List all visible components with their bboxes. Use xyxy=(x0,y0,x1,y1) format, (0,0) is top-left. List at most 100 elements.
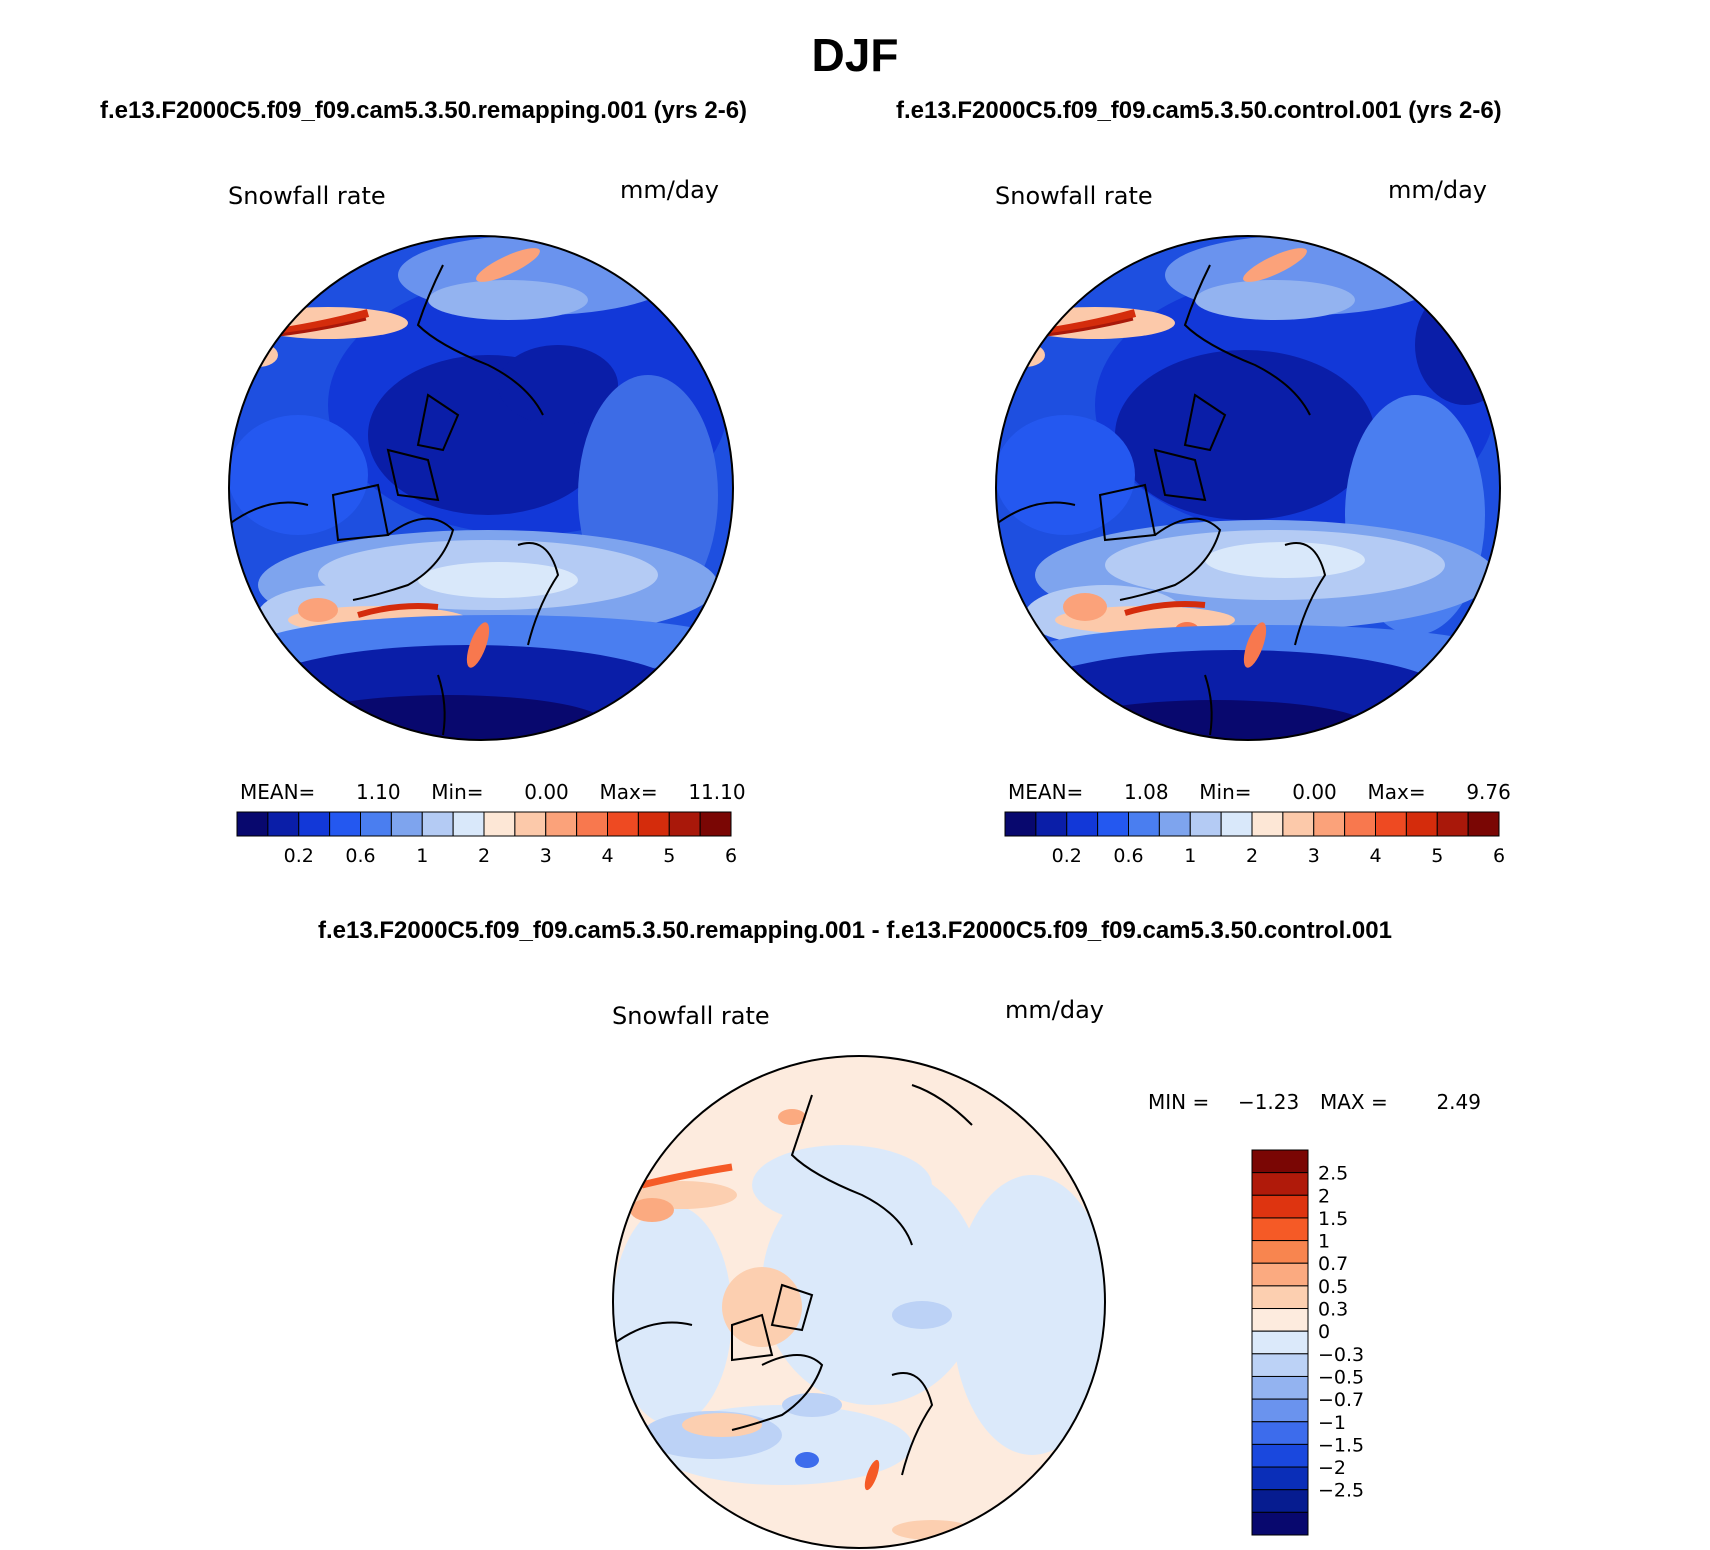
diff-colorbar-color-box xyxy=(1251,1285,1309,1310)
panel-right-colorbar-tick-label: 1 xyxy=(1184,845,1196,867)
panel-left-colorbar-color-box xyxy=(545,811,578,837)
panel-right-colorbar-color-box xyxy=(1436,811,1469,837)
diff-colorbar-tick-label: −2.5 xyxy=(1318,1480,1364,1502)
mean-label: MEAN= xyxy=(240,780,316,804)
panel-right-colorbar-tick-label: 2 xyxy=(1246,845,1258,867)
diff-colorbar-color-box xyxy=(1251,1330,1309,1355)
max-value: 9.76 xyxy=(1466,780,1511,804)
panel-left-colorbar-color-box xyxy=(421,811,454,837)
min-value: 0.00 xyxy=(524,780,569,804)
panel-left-colorbar-color-box xyxy=(329,811,362,837)
diff-colorbar-color-box xyxy=(1251,1308,1309,1332)
diff-colorbar-tick-label: −1.5 xyxy=(1318,1434,1364,1456)
diff-colorbar-color-box xyxy=(1251,1466,1309,1491)
panel-right-colorbar-color-box xyxy=(1097,811,1130,837)
diff-colorbar-color-box xyxy=(1251,1353,1309,1377)
diff-colorbar-tick-label: 2 xyxy=(1318,1185,1330,1207)
diff-colorbar-color-box xyxy=(1251,1421,1309,1445)
panel-left-colorbar-tick-label: 5 xyxy=(663,845,675,867)
panel-right-colorbar-tick-label: 6 xyxy=(1493,845,1505,867)
panel-right-colorbar-color-box xyxy=(1313,811,1346,837)
panel-left-colorbar-tick-label: 6 xyxy=(725,845,737,867)
panel-right-colorbar-color-box xyxy=(1375,811,1407,837)
diff-colorbar-tick-label: −1 xyxy=(1318,1412,1346,1434)
panel-left-colorbar: 0.2 0.6 1 2 3 4 5 6 xyxy=(236,811,737,867)
panel-right-colorbar-color-box xyxy=(1467,811,1500,837)
panel-right-colorbar-tick-label: 4 xyxy=(1369,845,1381,867)
min-value: 0.00 xyxy=(1292,780,1337,804)
panel-left-colorbar-color-box xyxy=(360,811,392,837)
panel-right-colorbar-color-box xyxy=(1220,811,1253,837)
diff-colorbar-tick-label: 1.5 xyxy=(1318,1208,1348,1230)
panel-left-colorbar-color-box xyxy=(514,811,547,837)
diff-colorbar-tick-label: 0.3 xyxy=(1318,1299,1348,1321)
diff-colorbar-tick-label: −0.7 xyxy=(1318,1389,1364,1411)
diff-map xyxy=(612,1055,1106,1549)
diff-units-label: mm/day xyxy=(1005,996,1104,1024)
panel-left-colorbar-color-box xyxy=(576,811,609,837)
panel-left-colorbar-color-box xyxy=(668,811,701,837)
panel-left-colorbar-color-box xyxy=(267,811,300,837)
min-label: Min= xyxy=(431,780,484,804)
panel-right-colorbar-color-box xyxy=(1405,811,1438,837)
panel-right-colorbar: 0.2 0.6 1 2 3 4 5 6 xyxy=(1004,811,1505,867)
panel-right-map xyxy=(995,235,1501,741)
mean-value: 1.10 xyxy=(356,780,401,804)
panel-left-colorbar-color-box xyxy=(452,811,485,837)
diff-colorbar-tick-label: 0.7 xyxy=(1318,1253,1348,1275)
panel-left-colorbar-tick-label: 3 xyxy=(540,845,552,867)
panel-right-stats: MEAN= 1.08 Min= 0.00 Max= 9.76 xyxy=(1008,780,1511,804)
panel-left-colorbar-color-box xyxy=(699,811,732,837)
panel-right-colorbar-color-box xyxy=(1344,811,1377,837)
diff-min-label: MIN = xyxy=(1148,1090,1210,1114)
panel-left-colorbar-tick-label: 1 xyxy=(416,845,428,867)
diff-colorbar-tick-label: 2.5 xyxy=(1318,1163,1348,1185)
diff-colorbar-color-box xyxy=(1251,1240,1309,1264)
max-label: Max= xyxy=(599,780,658,804)
panel-right-colorbar-color-box xyxy=(1251,811,1284,837)
mean-value: 1.08 xyxy=(1124,780,1169,804)
panel-left-colorbar-tick-label: 2 xyxy=(478,845,490,867)
diff-colorbar: 2.521.510.70.50.30−0.3−0.5−0.7−1−1.5−2−2… xyxy=(1251,1149,1364,1536)
diff-colorbar-color-box xyxy=(1251,1511,1309,1536)
panel-left-case-title: f.e13.F2000C5.f09_f09.cam5.3.50.remappin… xyxy=(100,97,748,124)
panel-right-variable-label: Snowfall rate xyxy=(995,182,1153,210)
panel-right-colorbar-color-box xyxy=(1158,811,1191,837)
panel-right-colorbar-tick-label: 3 xyxy=(1308,845,1320,867)
diff-colorbar-tick-label: 1 xyxy=(1318,1231,1330,1253)
panel-right-colorbar-color-box xyxy=(1004,811,1037,837)
min-label: Min= xyxy=(1199,780,1252,804)
panel-left-stats: MEAN= 1.10 Min= 0.00 Max= 11.10 xyxy=(240,780,746,804)
panel-right-colorbar-tick-label: 0.6 xyxy=(1113,845,1143,867)
diff-minmax: MIN = −1.23 MAX = 2.49 xyxy=(1148,1090,1481,1114)
panel-left-colorbar-tick-label: 0.6 xyxy=(345,845,375,867)
diff-colorbar-color-box xyxy=(1251,1172,1309,1196)
panel-left-colorbar-color-box xyxy=(637,811,670,837)
panel-right-units-label: mm/day xyxy=(1388,176,1487,204)
diff-colorbar-color-box xyxy=(1251,1149,1309,1174)
diff-colorbar-tick-label: −2 xyxy=(1318,1457,1346,1479)
diff-min-value: −1.23 xyxy=(1237,1090,1300,1114)
panel-right-colorbar-color-box xyxy=(1066,811,1099,837)
panel-right-case-title: f.e13.F2000C5.f09_f09.cam5.3.50.control.… xyxy=(896,97,1502,124)
diff-colorbar-color-box xyxy=(1251,1489,1309,1513)
diff-max-label: MAX = xyxy=(1319,1090,1388,1114)
panel-left-colorbar-color-box xyxy=(390,811,423,837)
figure-title: DJF xyxy=(811,29,899,81)
diff-colorbar-tick-label: −0.3 xyxy=(1318,1344,1364,1366)
diff-colorbar-color-box xyxy=(1251,1443,1309,1468)
diff-colorbar-color-box xyxy=(1251,1262,1309,1287)
panel-left-colorbar-tick-label: 4 xyxy=(601,845,613,867)
panel-left-units-label: mm/day xyxy=(620,176,719,204)
panel-right-colorbar-color-box xyxy=(1189,811,1222,837)
panel-right-colorbar-color-box xyxy=(1282,811,1315,837)
diff-colorbar-color-box xyxy=(1251,1217,1309,1242)
panel-right-colorbar-color-box xyxy=(1035,811,1068,837)
panel-left-colorbar-color-box xyxy=(298,811,331,837)
panel-right-colorbar-color-box xyxy=(1128,811,1160,837)
panel-left-colorbar-color-box xyxy=(607,811,639,837)
diff-colorbar-tick-label: 0 xyxy=(1318,1321,1330,1343)
panel-left-variable-label: Snowfall rate xyxy=(228,182,386,210)
diff-colorbar-tick-label: 0.5 xyxy=(1318,1276,1348,1298)
panel-left-colorbar-color-box xyxy=(483,811,516,837)
